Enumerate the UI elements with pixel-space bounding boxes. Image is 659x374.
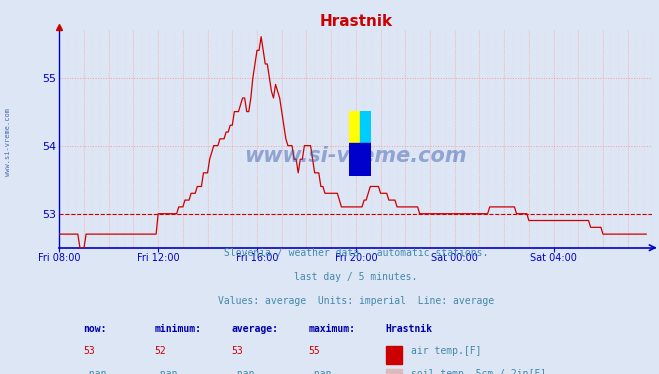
Text: -nan: -nan: [231, 369, 255, 374]
Text: Hrastnik: Hrastnik: [386, 324, 432, 334]
Text: www.si-vreme.com: www.si-vreme.com: [244, 146, 467, 166]
Bar: [349, 110, 360, 143]
Text: 53: 53: [83, 346, 95, 356]
Text: last day / 5 minutes.: last day / 5 minutes.: [294, 272, 418, 282]
Bar: [386, 369, 402, 374]
Text: average:: average:: [231, 324, 278, 334]
Text: minimum:: minimum:: [154, 324, 201, 334]
Text: Values: average  Units: imperial  Line: average: Values: average Units: imperial Line: av…: [217, 295, 494, 306]
Text: maximum:: maximum:: [308, 324, 355, 334]
Text: 52: 52: [154, 346, 166, 356]
Text: soil temp. 5cm / 2in[F]: soil temp. 5cm / 2in[F]: [411, 369, 546, 374]
Text: www.si-vreme.com: www.si-vreme.com: [5, 108, 11, 176]
Bar: [386, 346, 402, 364]
Text: -nan: -nan: [83, 369, 107, 374]
Text: 55: 55: [308, 346, 320, 356]
Text: air temp.[F]: air temp.[F]: [411, 346, 482, 356]
Text: now:: now:: [83, 324, 107, 334]
Bar: [360, 110, 371, 143]
Bar: [349, 143, 371, 176]
Text: 53: 53: [231, 346, 243, 356]
Title: Hrastnik: Hrastnik: [320, 14, 392, 29]
Text: -nan: -nan: [154, 369, 178, 374]
Text: Slovenia / weather data - automatic stations.: Slovenia / weather data - automatic stat…: [223, 248, 488, 258]
Text: -nan: -nan: [308, 369, 332, 374]
